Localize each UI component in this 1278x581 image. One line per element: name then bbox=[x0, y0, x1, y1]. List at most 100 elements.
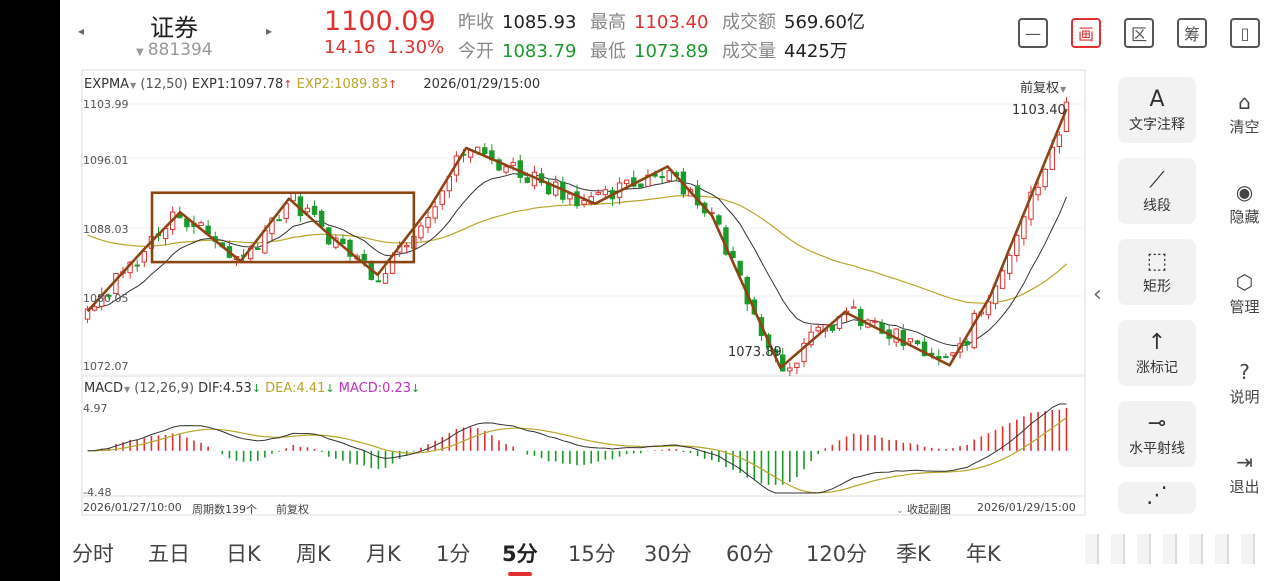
collapse-panel-chevron-icon[interactable]: ‹ bbox=[1093, 282, 1102, 307]
stat-value: 569.60亿 bbox=[784, 12, 865, 33]
dea-value: DEA:4.41 bbox=[265, 381, 326, 396]
collapse-sub-chart-button[interactable]: ⌄ 收起副图 bbox=[896, 501, 951, 517]
candle-body bbox=[425, 216, 431, 228]
candle-body bbox=[361, 253, 367, 261]
action-clear[interactable]: ⌂ 清空 bbox=[1211, 90, 1278, 137]
stock-code-dropdown[interactable]: ▼ 881394 bbox=[136, 40, 213, 60]
prev-stock-arrow-icon[interactable]: ◂ bbox=[78, 24, 85, 38]
drawing-tools-panel: ‹ A 文字注释 ⟋ 线段 ⬚ 矩形 ↑ 涨标记 ⊸ 水平射线 ⋰ bbox=[1087, 68, 1211, 518]
tab-period[interactable]: 120分 bbox=[806, 542, 868, 566]
tool-horizontal-ray[interactable]: ⊸ 水平射线 bbox=[1118, 401, 1196, 467]
kline-chart-canvas[interactable] bbox=[80, 68, 1087, 518]
tool-label: 线段 bbox=[1143, 198, 1171, 214]
draw-icon[interactable]: 画 bbox=[1071, 18, 1101, 48]
tab-period[interactable]: 五日 bbox=[148, 542, 190, 566]
tab-period[interactable]: 5分 bbox=[502, 538, 538, 576]
tab-period[interactable]: 15分 bbox=[568, 542, 616, 566]
candle-body bbox=[595, 192, 601, 195]
text-annotation-icon: A bbox=[1149, 87, 1165, 112]
candle-body bbox=[304, 207, 311, 213]
candle-body bbox=[907, 338, 914, 343]
candle-body bbox=[879, 322, 885, 334]
tool-line-segment[interactable]: ⟋ 线段 bbox=[1118, 158, 1196, 224]
drawing-actions: ⌂ 清空 ◉ 隐藏 ⬡ 管理 ? 说明 ⇥ 退出 bbox=[1211, 68, 1278, 518]
tab-period[interactable]: 分时 bbox=[72, 542, 114, 566]
stat-item: 成交额 569.60亿 bbox=[722, 8, 865, 34]
main-indicator-legend: EXPMA▼ (12,50) EXP1:1097.78↑ EXP2:1089.8… bbox=[84, 77, 540, 92]
app-window: ◂ 证券 ▼ 881394 ▸ 1100.09 14.16 1.30% 昨收 108… bbox=[60, 0, 1278, 581]
device-switch-icon[interactable]: ▯ bbox=[1230, 18, 1260, 48]
chart-frame bbox=[81, 69, 1086, 516]
tab-period[interactable]: 30分 bbox=[644, 542, 692, 566]
candle-body bbox=[964, 341, 970, 346]
candle-body bbox=[262, 230, 268, 254]
tool-text-annotation[interactable]: A 文字注释 bbox=[1118, 77, 1196, 143]
candle-body bbox=[276, 219, 282, 222]
tab-period[interactable]: 周K bbox=[296, 542, 331, 566]
stat-label: 成交额 bbox=[722, 12, 776, 33]
minus-box-icon[interactable]: — bbox=[1018, 18, 1048, 48]
action-hide[interactable]: ◉ 隐藏 bbox=[1211, 180, 1278, 227]
main-indicator-selector[interactable]: EXPMA▼ bbox=[84, 77, 136, 93]
high-annotation: 1103.40 bbox=[1012, 103, 1066, 118]
candle-body bbox=[829, 325, 836, 331]
low-annotation: 1073.89 bbox=[728, 345, 782, 360]
action-label: 退出 bbox=[1229, 478, 1260, 496]
candle-body bbox=[311, 205, 318, 215]
tab-period[interactable]: 年K bbox=[966, 542, 1001, 566]
candle-body bbox=[815, 326, 821, 332]
candle-body bbox=[581, 199, 587, 205]
action-label: 清空 bbox=[1229, 118, 1260, 136]
collapse-label: 收起副图 bbox=[907, 503, 952, 516]
macd-bottom-label: -4.48 bbox=[83, 486, 112, 499]
tab-period[interactable]: 月K bbox=[366, 542, 401, 566]
candle-body bbox=[524, 177, 531, 183]
candle-body bbox=[716, 215, 722, 225]
adjust-selector[interactable]: 前复权▼ bbox=[1020, 77, 1066, 96]
candle-body bbox=[269, 217, 275, 235]
candle-body bbox=[872, 320, 878, 323]
candle-body bbox=[496, 159, 502, 171]
stat-value: 1083.79 bbox=[502, 41, 577, 62]
action-exit[interactable]: ⇥ 退出 bbox=[1211, 450, 1278, 497]
sub-indicator-selector[interactable]: MACD▼ bbox=[84, 381, 130, 397]
tab-period[interactable]: 1分 bbox=[436, 542, 471, 566]
candle-body bbox=[1042, 168, 1048, 188]
y-axis-label: 1103.99 bbox=[83, 98, 129, 111]
up-arrow-icon: ↑ bbox=[388, 78, 398, 91]
action-help[interactable]: ? 说明 bbox=[1211, 360, 1278, 407]
tool-rise-marker[interactable]: ↑ 涨标记 bbox=[1118, 320, 1196, 386]
tab-period[interactable]: 60分 bbox=[726, 542, 774, 566]
candle-body bbox=[482, 147, 488, 155]
next-stock-arrow-icon[interactable]: ▸ bbox=[266, 24, 273, 38]
tab-period[interactable]: 日K bbox=[226, 542, 261, 566]
candle-body bbox=[432, 206, 438, 219]
action-manage[interactable]: ⬡ 管理 bbox=[1211, 270, 1278, 317]
candle-body bbox=[255, 247, 261, 250]
tab-period[interactable]: 季K bbox=[896, 542, 931, 566]
candle-body bbox=[404, 244, 410, 248]
chevron-down-icon: ⌄ bbox=[896, 506, 904, 516]
stock-code: 881394 bbox=[147, 40, 213, 60]
start-time-label: 2026/01/27/10:00 bbox=[83, 501, 182, 514]
caret-down-icon: ▼ bbox=[123, 385, 131, 394]
cursor-datetime: 2026/01/29/15:00 bbox=[423, 77, 541, 92]
region-icon[interactable]: 区 bbox=[1124, 18, 1154, 48]
exit-icon: ⇥ bbox=[1236, 450, 1253, 474]
chip-icon[interactable]: 筹 bbox=[1177, 18, 1207, 48]
kline-chart-panel[interactable]: EXPMA▼ (12,50) EXP1:1097.78↑ EXP2:1089.8… bbox=[80, 68, 1087, 518]
candle-body bbox=[971, 312, 977, 349]
manage-icon: ⬡ bbox=[1235, 270, 1254, 294]
candle-body bbox=[850, 306, 857, 309]
candle-body bbox=[84, 308, 91, 320]
tool-label: 水平射线 bbox=[1129, 441, 1185, 457]
stat-value: 1073.89 bbox=[634, 41, 709, 62]
line-segment-icon: ⟋ bbox=[1149, 168, 1165, 193]
candle-body bbox=[439, 190, 445, 205]
tool-rectangle[interactable]: ⬚ 矩形 bbox=[1118, 239, 1196, 305]
candle-body bbox=[999, 270, 1006, 289]
tool-wave-tool[interactable]: ⋰ bbox=[1118, 482, 1196, 514]
caret-down-icon: ▼ bbox=[136, 47, 144, 58]
adjust-label: 前复权 bbox=[1020, 81, 1060, 96]
candle-body bbox=[858, 308, 864, 327]
